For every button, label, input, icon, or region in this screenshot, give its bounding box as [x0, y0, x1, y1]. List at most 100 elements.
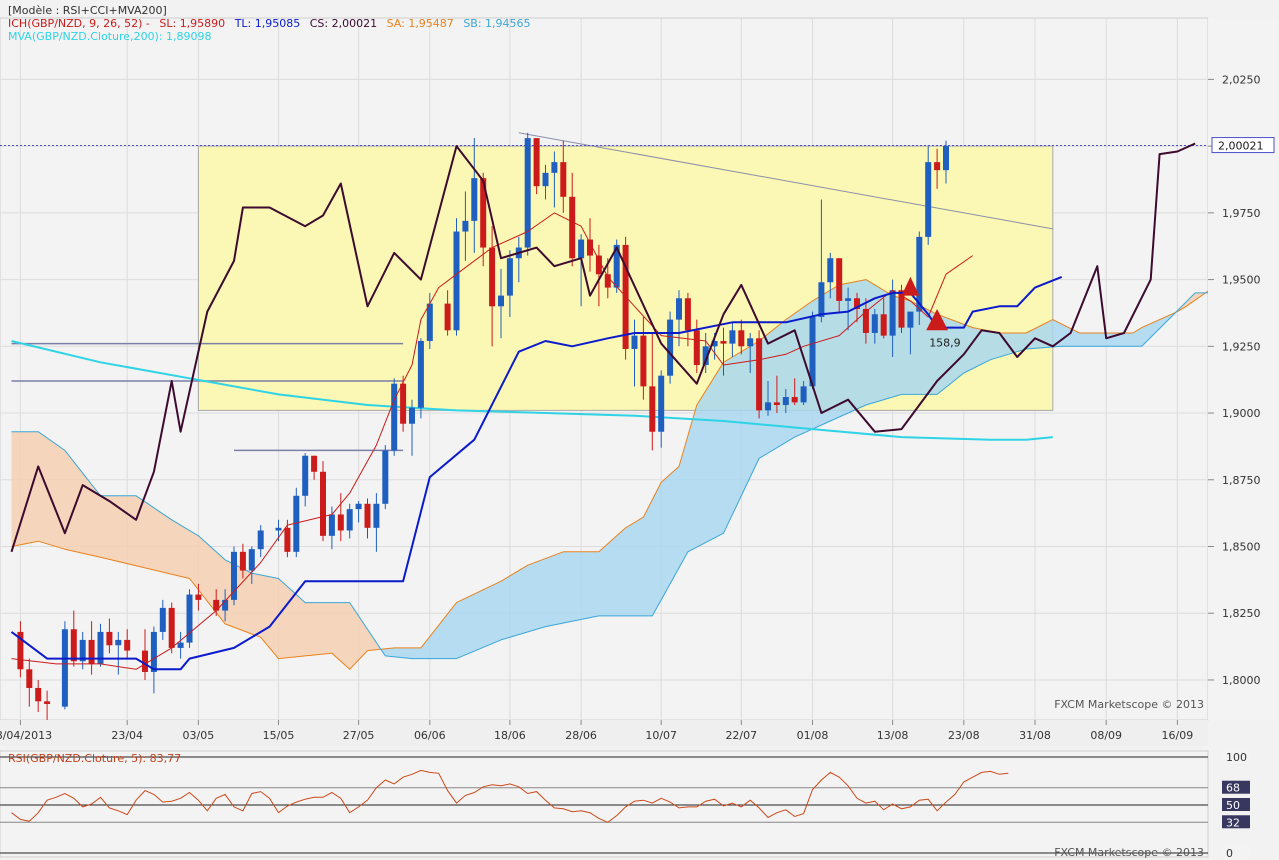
candle-body: [426, 303, 433, 341]
candle-body: [871, 314, 878, 333]
candle-body: [907, 311, 914, 328]
candle-body: [880, 314, 887, 336]
candle-body: [213, 599, 220, 611]
candle-body: [159, 607, 166, 632]
model-title: [Modèle : RSI+CCI+MVA200]: [8, 4, 167, 17]
candle-body: [676, 298, 682, 320]
signal-arrow-icon: [926, 308, 948, 331]
candle-body: [934, 162, 941, 171]
time-tick-label: 16/09: [1162, 729, 1194, 742]
rsi-level-box: [1222, 846, 1250, 859]
candle-body: [862, 308, 869, 333]
chart-header: [Modèle : RSI+CCI+MVA200] ICH(GBP/NZD, 9…: [8, 4, 537, 43]
candle-body: [400, 383, 407, 424]
price-axis: [1208, 18, 1279, 720]
candle-body: [88, 639, 95, 664]
candle-body: [239, 551, 246, 571]
candle-body: [364, 503, 371, 528]
sa-value: SA: 1,95487: [386, 17, 454, 30]
time-tick-label: 03/05: [183, 729, 215, 742]
price-tick-label: 1,9500: [1222, 274, 1261, 287]
candle-body: [409, 407, 415, 424]
candle-body: [222, 599, 229, 611]
time-tick-label: 27/05: [343, 729, 375, 742]
rsi-level-label: 32: [1226, 816, 1240, 829]
candle-body: [791, 397, 798, 403]
time-tick-label: 08/04/2013: [0, 729, 52, 742]
candle-body: [800, 386, 807, 403]
rsi-panel: [0, 750, 1209, 858]
candle-body: [373, 503, 380, 528]
candle-body: [471, 178, 478, 221]
candle-body: [649, 386, 656, 432]
candle-body: [195, 594, 202, 600]
time-tick-label: 28/06: [565, 729, 597, 742]
rsi-level-box: [1222, 815, 1250, 829]
rsi-level-label: 0: [1226, 847, 1233, 860]
candle-body: [284, 527, 291, 552]
mva-legend: MVA(GBP/NZD.Cloture,200): 1,89098: [8, 30, 212, 43]
price-tick-label: 1,8750: [1222, 474, 1261, 487]
candle-body: [898, 290, 905, 328]
candle-body: [595, 255, 602, 275]
price-tick-label: 1,9750: [1222, 207, 1261, 220]
candle-body: [462, 220, 469, 232]
candle-body: [44, 701, 51, 704]
candle-body: [916, 236, 923, 312]
last-price-label: 2,00021: [1218, 140, 1264, 153]
candle-body: [765, 402, 771, 411]
time-tick-label: 15/05: [263, 729, 295, 742]
candle-body: [506, 258, 513, 296]
candle-body: [35, 687, 42, 702]
rsi-level-label: 50: [1226, 799, 1240, 812]
candle-body: [124, 639, 131, 651]
candle-body: [444, 303, 451, 331]
time-tick-label: 22/07: [725, 729, 757, 742]
candle-body: [542, 172, 549, 187]
time-tick-label: 01/08: [797, 729, 829, 742]
candle-body: [818, 282, 825, 317]
cloud-bear: [11, 431, 379, 670]
candle-body: [684, 298, 691, 331]
candle-body: [61, 629, 68, 707]
candle-body: [248, 549, 255, 571]
price-tick-label: 1,9250: [1222, 340, 1261, 353]
candle-body: [773, 402, 780, 406]
candle-body: [809, 316, 816, 387]
candle-body: [943, 146, 949, 171]
candle-body: [346, 509, 353, 531]
candle-body: [17, 631, 24, 670]
cloud-bear: [1175, 292, 1205, 313]
sb-value: SB: 1,94565: [463, 17, 531, 30]
candle-body: [560, 162, 567, 197]
price-tick-label: 2,0250: [1222, 73, 1261, 86]
ichimoku-legend: ICH(GBP/NZD, 9, 26, 52) - SL: 1,95890 TL…: [8, 17, 537, 30]
time-tick-label: 13/08: [877, 729, 909, 742]
candle-body: [756, 338, 763, 411]
rsi-level-box: [1222, 798, 1250, 811]
candle-body: [337, 514, 344, 531]
cs-value: CS: 2,00021: [309, 17, 378, 30]
candle-body: [631, 335, 638, 349]
candle-body: [489, 247, 496, 307]
time-axis: [0, 720, 1208, 746]
time-tick-label: 10/07: [645, 729, 677, 742]
mva200-line: [11, 340, 1053, 441]
time-tick-label: 06/06: [414, 729, 446, 742]
candle-body: [827, 258, 834, 283]
trendline: [518, 132, 1053, 230]
candle-body: [613, 244, 620, 288]
candle-body: [150, 631, 157, 672]
rsi-watermark: FXCM Marketscope © 2013: [1054, 846, 1204, 859]
candle-body: [320, 471, 326, 536]
candle-body: [498, 295, 504, 307]
candle-body: [578, 239, 585, 259]
rsi-level-label: 68: [1226, 782, 1240, 795]
senkou-span-a: [11, 276, 1240, 670]
candle-body: [168, 607, 175, 648]
candle-body: [106, 631, 113, 646]
candle-body: [328, 514, 335, 536]
candle-body: [693, 330, 700, 365]
candles: [17, 132, 949, 720]
